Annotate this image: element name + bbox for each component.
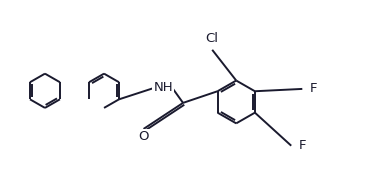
Text: F: F — [310, 82, 317, 95]
Text: O: O — [138, 130, 149, 143]
Text: Cl: Cl — [206, 32, 219, 45]
Text: NH: NH — [153, 81, 173, 94]
Text: F: F — [299, 139, 306, 152]
